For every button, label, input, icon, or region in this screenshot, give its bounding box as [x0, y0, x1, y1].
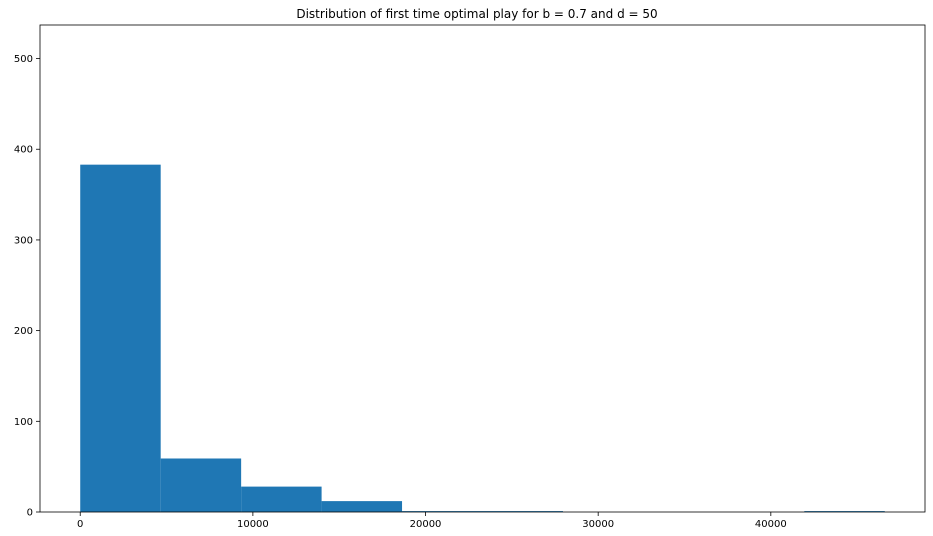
histogram-bar-1: [160, 458, 242, 512]
y-tick-label: 500: [14, 54, 33, 65]
x-tick-label: 10000: [237, 519, 269, 530]
y-tick-label: 300: [14, 235, 33, 246]
y-tick-label: 100: [14, 417, 33, 428]
histogram-bar-9: [804, 511, 885, 512]
x-tick-label: 20000: [410, 519, 442, 530]
histogram-bar-4: [402, 511, 483, 512]
histogram-bar-3: [321, 501, 403, 512]
y-axis-ticks: 0 100 200 300 400 500: [14, 54, 40, 519]
x-tick-label: 30000: [582, 519, 614, 530]
chart-title: Distribution of first time optimal play …: [296, 7, 657, 21]
x-tick-label: 40000: [755, 519, 787, 530]
histogram-bar-2: [241, 486, 322, 512]
histogram-bars: [80, 164, 885, 513]
x-axis-ticks: 0 10000 20000 30000 40000: [77, 512, 787, 530]
plot-frame: [39, 24, 926, 513]
x-tick-label: 0: [77, 519, 83, 530]
histogram-bar-0: [80, 164, 161, 513]
y-tick-label: 400: [14, 145, 33, 156]
y-tick-label: 200: [14, 326, 33, 337]
y-tick-label: 0: [27, 508, 33, 519]
histogram-bar-5: [482, 511, 563, 512]
